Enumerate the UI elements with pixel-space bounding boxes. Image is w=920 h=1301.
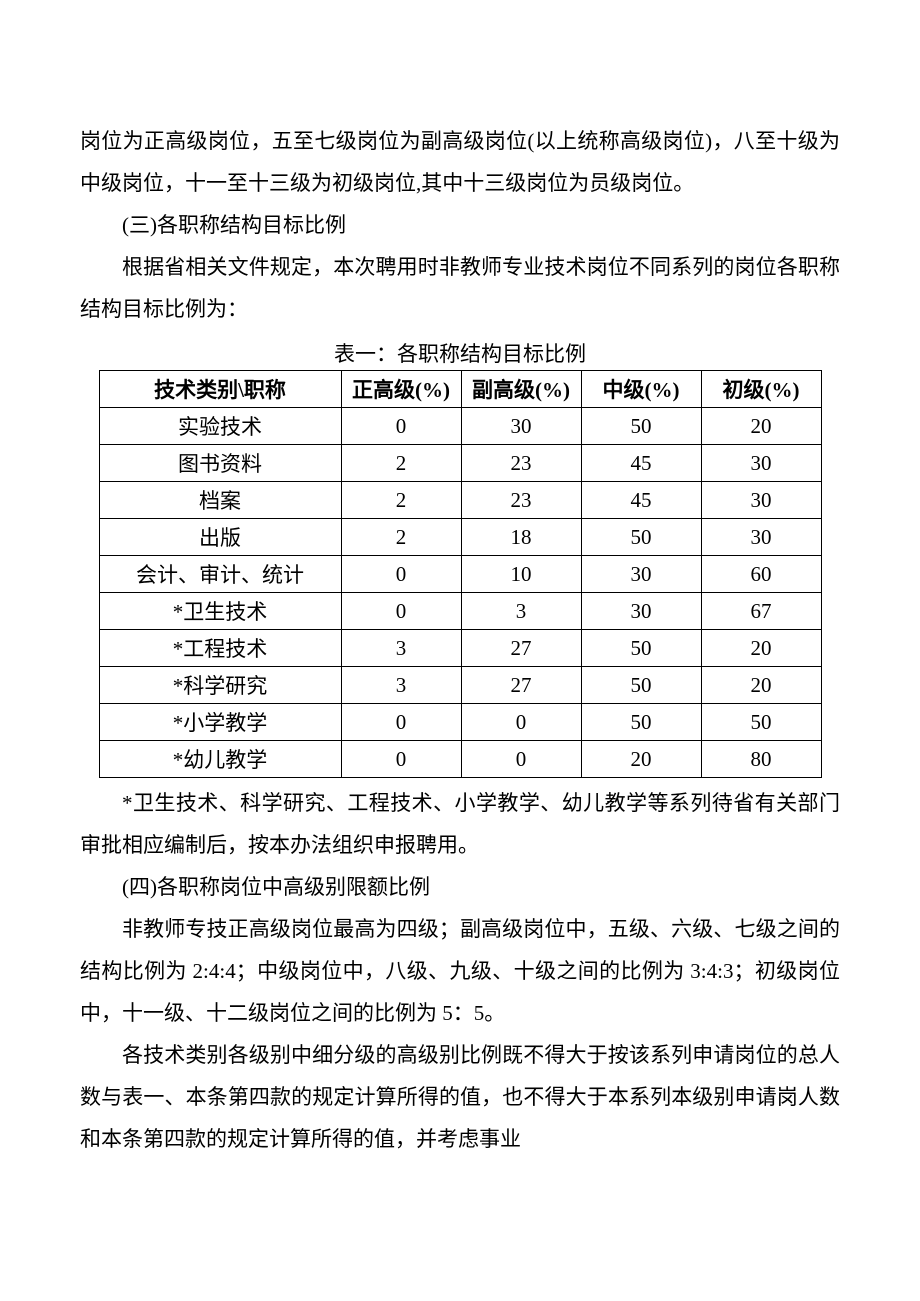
table-cell: 0 xyxy=(461,741,581,778)
table-cell: 50 xyxy=(581,704,701,741)
ratio-table: 技术类别\职称 正高级(%) 副高级(%) 中级(%) 初级(%) 实验技术 0… xyxy=(99,370,822,778)
table-cell: 27 xyxy=(461,667,581,704)
table-header-mid: 中级(%) xyxy=(581,371,701,408)
section-heading-4: (四)各职称岗位中高级别限额比例 xyxy=(80,866,840,908)
table-cell: 60 xyxy=(701,556,821,593)
table-cell: 30 xyxy=(581,593,701,630)
table-cell: 50 xyxy=(581,519,701,556)
table-row: 档案 2 23 45 30 xyxy=(99,482,821,519)
table-cell: 23 xyxy=(461,445,581,482)
table-cell: 3 xyxy=(341,667,461,704)
table-row: 出版 2 18 50 30 xyxy=(99,519,821,556)
table-cell: 20 xyxy=(701,630,821,667)
table-cell: 27 xyxy=(461,630,581,667)
table-row: 图书资料 2 23 45 30 xyxy=(99,445,821,482)
table-cell: 0 xyxy=(341,593,461,630)
table-cell: 0 xyxy=(341,408,461,445)
paragraph-6: 非教师专技正高级岗位最高为四级；副高级岗位中，五级、六级、七级之间的结构比例为 … xyxy=(80,908,840,1034)
table-cell: 2 xyxy=(341,482,461,519)
table-cell: 档案 xyxy=(99,482,341,519)
table-row: 实验技术 0 30 50 20 xyxy=(99,408,821,445)
table-row: 会计、审计、统计 0 10 30 60 xyxy=(99,556,821,593)
table-cell: 图书资料 xyxy=(99,445,341,482)
table-row: *卫生技术 0 3 30 67 xyxy=(99,593,821,630)
table-row: *科学研究 3 27 50 20 xyxy=(99,667,821,704)
table-cell: 20 xyxy=(701,408,821,445)
table-cell: 2 xyxy=(341,445,461,482)
table-cell: 3 xyxy=(341,630,461,667)
table-cell: 2 xyxy=(341,519,461,556)
paragraph-7: 各技术类别各级别中细分级的高级别比例既不得大于按该系列申请岗位的总人数与表一、本… xyxy=(80,1034,840,1160)
table-cell: 50 xyxy=(581,630,701,667)
table-cell: 会计、审计、统计 xyxy=(99,556,341,593)
section-heading-3: (三)各职称结构目标比例 xyxy=(80,204,840,246)
table-row: *工程技术 3 27 50 20 xyxy=(99,630,821,667)
table-row: *幼儿教学 0 0 20 80 xyxy=(99,741,821,778)
table-cell: 30 xyxy=(701,482,821,519)
table-cell: 45 xyxy=(581,482,701,519)
paragraph-3: 根据省相关文件规定，本次聘用时非教师专业技术岗位不同系列的岗位各职称结构目标比例… xyxy=(80,246,840,330)
table-cell: 30 xyxy=(581,556,701,593)
table-cell: 30 xyxy=(461,408,581,445)
table-cell: 0 xyxy=(341,704,461,741)
table-header-deputy-high: 副高级(%) xyxy=(461,371,581,408)
table-cell: 20 xyxy=(581,741,701,778)
table-cell: 80 xyxy=(701,741,821,778)
table-header-category: 技术类别\职称 xyxy=(99,371,341,408)
table-header-junior: 初级(%) xyxy=(701,371,821,408)
table-header-row: 技术类别\职称 正高级(%) 副高级(%) 中级(%) 初级(%) xyxy=(99,371,821,408)
table-cell: 18 xyxy=(461,519,581,556)
table-cell: 实验技术 xyxy=(99,408,341,445)
table-cell: 67 xyxy=(701,593,821,630)
table-cell: *卫生技术 xyxy=(99,593,341,630)
table-cell: 50 xyxy=(581,408,701,445)
paragraph-1: 岗位为正高级岗位，五至七级岗位为副高级岗位(以上统称高级岗位)，八至十级为中级岗… xyxy=(80,120,840,204)
table-cell: *工程技术 xyxy=(99,630,341,667)
table-cell: 20 xyxy=(701,667,821,704)
table-cell: *幼儿教学 xyxy=(99,741,341,778)
table-cell: 23 xyxy=(461,482,581,519)
table-cell: 0 xyxy=(341,741,461,778)
table-cell: 50 xyxy=(701,704,821,741)
table-caption: 表一：各职称结构目标比例 xyxy=(80,338,840,368)
table-cell: 45 xyxy=(581,445,701,482)
table-row: *小学教学 0 0 50 50 xyxy=(99,704,821,741)
table-cell: 50 xyxy=(581,667,701,704)
table-cell: *科学研究 xyxy=(99,667,341,704)
table-cell: 10 xyxy=(461,556,581,593)
table-cell: 0 xyxy=(341,556,461,593)
table-cell: 30 xyxy=(701,519,821,556)
table-cell: 出版 xyxy=(99,519,341,556)
paragraph-note: *卫生技术、科学研究、工程技术、小学教学、幼儿教学等系列待省有关部门审批相应编制… xyxy=(80,782,840,866)
table-cell: 3 xyxy=(461,593,581,630)
table-cell: 30 xyxy=(701,445,821,482)
table-cell: 0 xyxy=(461,704,581,741)
table-header-senior-high: 正高级(%) xyxy=(341,371,461,408)
table-cell: *小学教学 xyxy=(99,704,341,741)
